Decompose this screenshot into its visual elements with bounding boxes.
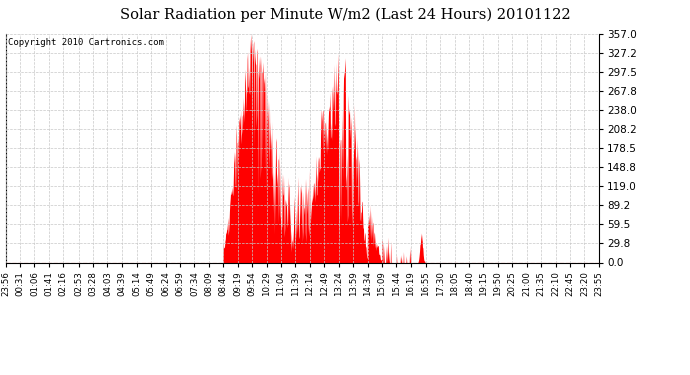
Text: Solar Radiation per Minute W/m2 (Last 24 Hours) 20101122: Solar Radiation per Minute W/m2 (Last 24… [119, 8, 571, 22]
Text: Copyright 2010 Cartronics.com: Copyright 2010 Cartronics.com [8, 38, 164, 47]
